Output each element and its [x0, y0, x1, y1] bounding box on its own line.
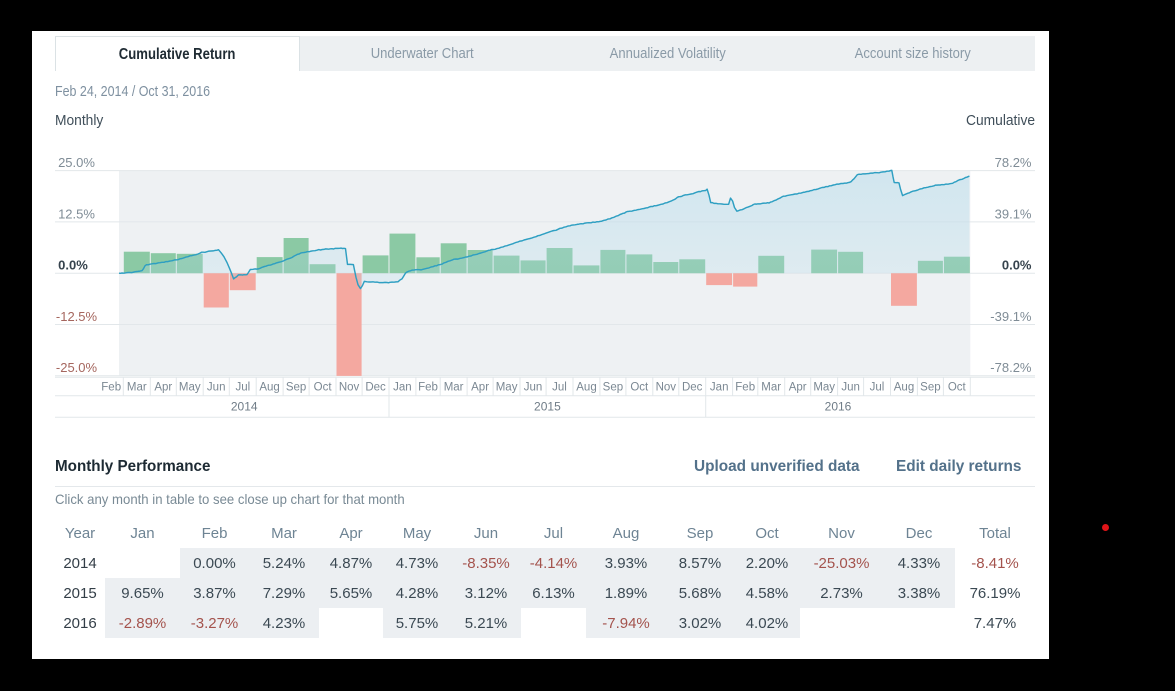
- svg-text:Oct: Oct: [314, 382, 333, 394]
- svg-text:Apr: Apr: [471, 382, 489, 394]
- svg-text:-39.1%: -39.1%: [990, 309, 1032, 324]
- svg-text:Aug: Aug: [576, 382, 596, 394]
- svg-text:Jun: Jun: [841, 382, 860, 394]
- svg-text:Oct: Oct: [948, 382, 967, 394]
- svg-text:Apr: Apr: [789, 382, 807, 394]
- svg-text:Jun: Jun: [524, 382, 543, 394]
- svg-text:Sep: Sep: [286, 382, 306, 394]
- svg-text:Jan: Jan: [710, 382, 729, 394]
- svg-text:Dec: Dec: [682, 382, 703, 394]
- svg-text:-25.0%: -25.0%: [56, 360, 98, 375]
- svg-text:-78.2%: -78.2%: [990, 360, 1032, 375]
- svg-text:Mar: Mar: [127, 382, 147, 394]
- svg-text:Feb: Feb: [101, 382, 121, 394]
- svg-text:Aug: Aug: [894, 382, 914, 394]
- svg-text:-12.5%: -12.5%: [56, 309, 98, 324]
- svg-text:25.0%: 25.0%: [58, 155, 95, 170]
- svg-text:Nov: Nov: [656, 382, 677, 394]
- svg-text:39.1%: 39.1%: [995, 206, 1032, 221]
- svg-text:0.0%: 0.0%: [1002, 258, 1032, 273]
- svg-text:2014: 2014: [231, 400, 258, 414]
- svg-text:Aug: Aug: [259, 382, 279, 394]
- svg-text:Feb: Feb: [735, 382, 755, 394]
- svg-text:Sep: Sep: [603, 382, 623, 394]
- svg-text:Oct: Oct: [630, 382, 649, 394]
- svg-text:Jun: Jun: [207, 382, 226, 394]
- svg-text:78.2%: 78.2%: [995, 155, 1032, 170]
- svg-text:May: May: [496, 382, 518, 394]
- svg-text:Dec: Dec: [365, 382, 386, 394]
- svg-text:Nov: Nov: [339, 382, 360, 394]
- svg-text:Jan: Jan: [393, 382, 412, 394]
- svg-text:May: May: [813, 382, 835, 394]
- svg-text:Jul: Jul: [870, 382, 885, 394]
- svg-text:May: May: [179, 382, 201, 394]
- svg-text:2016: 2016: [825, 400, 852, 414]
- svg-text:Feb: Feb: [418, 382, 438, 394]
- svg-text:2015: 2015: [534, 400, 561, 414]
- svg-text:Mar: Mar: [444, 382, 464, 394]
- svg-text:Mar: Mar: [761, 382, 781, 394]
- svg-text:0.0%: 0.0%: [58, 258, 88, 273]
- svg-text:12.5%: 12.5%: [58, 206, 95, 221]
- svg-text:Sep: Sep: [920, 382, 940, 394]
- svg-text:Jul: Jul: [552, 382, 567, 394]
- svg-text:Apr: Apr: [154, 382, 172, 394]
- svg-text:Jul: Jul: [235, 382, 250, 394]
